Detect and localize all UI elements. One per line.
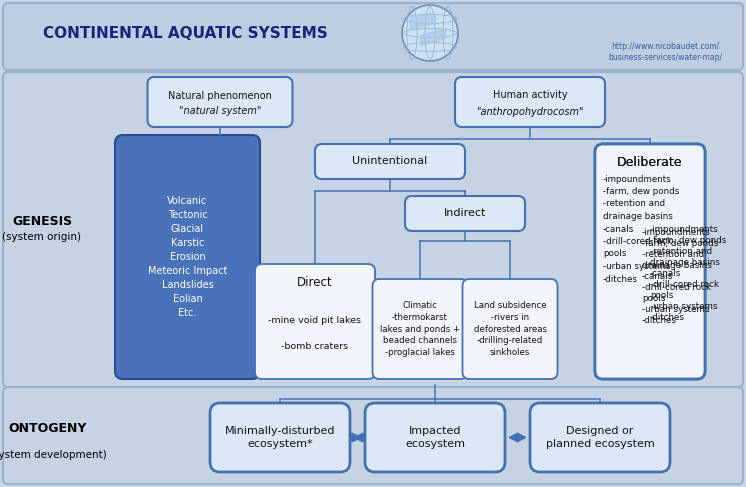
FancyBboxPatch shape	[455, 77, 605, 127]
FancyBboxPatch shape	[148, 77, 292, 127]
Text: GENESIS: GENESIS	[12, 215, 72, 228]
FancyBboxPatch shape	[3, 387, 743, 484]
Text: Natural phenomenon: Natural phenomenon	[168, 91, 272, 101]
Text: http://www.nicobaudet.com/
business-services/water-map/: http://www.nicobaudet.com/ business-serv…	[608, 41, 722, 62]
Text: -mine void pit lakes

-bomb craters: -mine void pit lakes -bomb craters	[269, 316, 362, 351]
Text: -farm, dew ponds: -farm, dew ponds	[603, 187, 680, 196]
Text: Human activity: Human activity	[492, 90, 567, 99]
Text: -impoundments: -impoundments	[603, 174, 671, 184]
Text: Designed or
planned ecosystem: Designed or planned ecosystem	[545, 426, 654, 449]
Text: Deliberate: Deliberate	[617, 155, 683, 169]
Text: "anthropohydrocosm": "anthropohydrocosm"	[476, 107, 584, 117]
FancyBboxPatch shape	[255, 264, 375, 379]
Text: -impoundments
-farm, dew ponds
-retention and
drainage basins
-canals
-drill-cor: -impoundments -farm, dew ponds -retentio…	[642, 227, 718, 325]
Text: (system origin): (system origin)	[2, 232, 81, 243]
Text: Direct: Direct	[297, 276, 333, 288]
Text: ONTOGENY: ONTOGENY	[9, 422, 87, 435]
Text: Minimally-disturbed
ecosystem*: Minimally-disturbed ecosystem*	[225, 426, 335, 449]
Text: Land subsidence
-rivers in
deforested areas
-drilling-related
sinkholes: Land subsidence -rivers in deforested ar…	[474, 301, 547, 357]
FancyBboxPatch shape	[595, 144, 705, 379]
Text: pools: pools	[603, 249, 627, 259]
FancyBboxPatch shape	[315, 144, 465, 179]
FancyBboxPatch shape	[372, 279, 468, 379]
Text: drainage basins: drainage basins	[603, 212, 673, 221]
FancyBboxPatch shape	[3, 3, 743, 70]
Text: Impacted
ecosystem: Impacted ecosystem	[405, 426, 465, 449]
FancyBboxPatch shape	[530, 403, 670, 472]
FancyBboxPatch shape	[3, 72, 743, 387]
Text: Indirect: Indirect	[444, 208, 486, 219]
Text: -retention and: -retention and	[603, 200, 665, 208]
Text: -impoundments
-farm, dew ponds
-retention and
drainage basins
-canals
-drill-cor: -impoundments -farm, dew ponds -retentio…	[650, 225, 727, 322]
FancyBboxPatch shape	[210, 403, 350, 472]
Text: -ditches: -ditches	[603, 275, 638, 283]
FancyBboxPatch shape	[405, 196, 525, 231]
Circle shape	[402, 5, 458, 61]
Text: -urban systems: -urban systems	[603, 262, 671, 271]
Text: Unintentional: Unintentional	[352, 156, 427, 167]
FancyBboxPatch shape	[365, 403, 505, 472]
Text: (system development): (system development)	[0, 450, 107, 460]
Text: "natural system": "natural system"	[179, 106, 261, 116]
Text: Climatic
-thermokarst
lakes and ponds +
beaded channels
-proglacial lakes: Climatic -thermokarst lakes and ponds + …	[380, 301, 460, 357]
Text: CONTINENTAL AQUATIC SYSTEMS: CONTINENTAL AQUATIC SYSTEMS	[43, 26, 327, 41]
Text: -canals: -canals	[603, 225, 634, 233]
FancyBboxPatch shape	[595, 144, 705, 379]
FancyBboxPatch shape	[115, 135, 260, 379]
Text: Volcanic
Tectonic
Glacial
Karstic
Erosion
Meteoric Impact
Landslides
Eolian
Etc.: Volcanic Tectonic Glacial Karstic Erosio…	[148, 196, 228, 318]
Text: Deliberate: Deliberate	[617, 155, 683, 169]
Text: -drill-cored rock: -drill-cored rock	[603, 237, 672, 246]
FancyBboxPatch shape	[463, 279, 557, 379]
